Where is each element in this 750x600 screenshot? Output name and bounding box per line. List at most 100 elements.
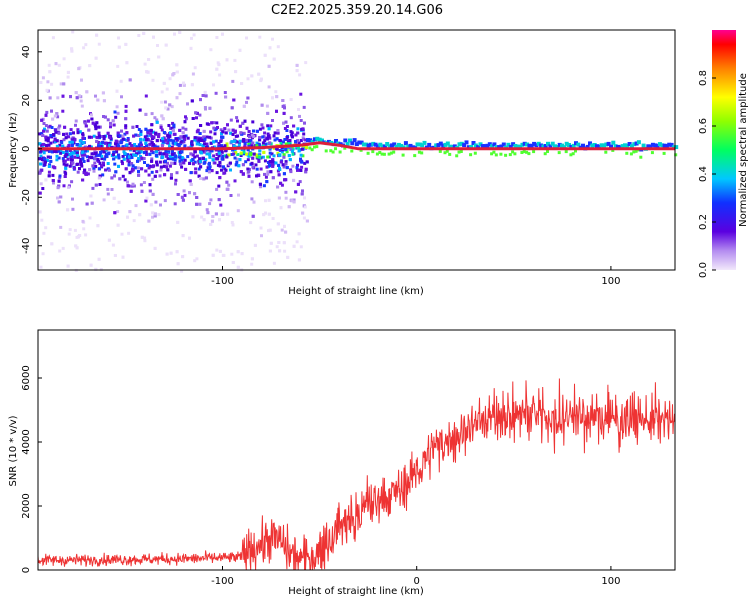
- spectrogram-cell: [94, 267, 98, 271]
- spectrogram-cell: [525, 142, 530, 147]
- spectrogram-cell: [88, 155, 91, 159]
- spectrogram-cell: [44, 160, 47, 164]
- spectrogram-cell: [159, 125, 163, 129]
- spectrogram-cell: [77, 235, 80, 239]
- spectrogram-cell: [155, 139, 159, 143]
- spectrogram-cell: [209, 223, 213, 226]
- spectrogram-cell: [249, 152, 253, 156]
- spectrogram-cell: [297, 141, 301, 145]
- spectrogram-cell: [62, 82, 66, 86]
- spectrogram-cell: [57, 126, 61, 130]
- spectrogram-cell: [98, 136, 102, 140]
- spectrogram-cell: [151, 215, 154, 219]
- spectrogram-cell: [221, 212, 225, 216]
- spectrogram-cell: [148, 142, 152, 146]
- spectrogram-cell: [123, 178, 127, 182]
- spectrogram-cell: [97, 141, 101, 144]
- spectrogram-cell: [201, 149, 205, 153]
- spectrogram-cell: [69, 158, 73, 162]
- spectrogram-cell: [290, 135, 294, 139]
- spectrogram-cell: [385, 142, 390, 146]
- spectrogram-cell: [81, 178, 85, 182]
- spectrogram-cell: [164, 159, 167, 163]
- spectrogram-cell: [445, 149, 449, 153]
- spectrogram-cell: [197, 174, 201, 178]
- spectrogram-cell: [55, 112, 59, 116]
- spectrogram-cell: [261, 155, 265, 159]
- spectrogram-cell: [173, 32, 176, 36]
- spectrogram-cell: [204, 107, 207, 111]
- spectrogram-cell: [162, 164, 166, 168]
- spectrogram-cell: [288, 158, 292, 162]
- spectrogram-cell: [158, 152, 162, 155]
- spectrogram-cell: [279, 141, 283, 145]
- spectrogram-cell: [159, 165, 163, 169]
- spectrogram-cell: [632, 150, 636, 154]
- spectrogram-cell: [620, 144, 625, 149]
- spectrogram-cell: [231, 128, 235, 132]
- spectrogram-cell: [674, 153, 678, 157]
- spectrogram-cell: [132, 149, 136, 153]
- spectrogram-cell: [171, 150, 174, 154]
- spectrogram-cell: [313, 137, 317, 142]
- spectrogram-cell: [162, 81, 166, 85]
- spectrogram-cell: [184, 115, 187, 119]
- spectrogram-cell: [204, 158, 208, 162]
- spectrogram-cell: [184, 134, 188, 138]
- spectrogram-cell: [128, 171, 132, 175]
- spectrogram-cell: [265, 165, 269, 169]
- x-tick-label: 100: [601, 576, 620, 587]
- spectrogram-cell: [242, 131, 246, 135]
- spectrogram-cell: [45, 159, 49, 162]
- spectrogram-cell: [66, 70, 70, 74]
- spectrogram-cell: [272, 57, 276, 61]
- spectrogram-cell: [53, 140, 57, 144]
- spectrogram-cell: [195, 196, 199, 199]
- spectrogram-cell: [51, 165, 55, 169]
- spectrogram-cell: [94, 183, 98, 187]
- spectrogram-cell: [189, 152, 193, 156]
- spectrogram-cell: [168, 103, 172, 107]
- y-tick-label: 20: [21, 94, 32, 107]
- spectrogram-cell: [56, 186, 60, 190]
- spectrogram-cell: [508, 144, 513, 149]
- spectrogram-cell: [119, 79, 123, 83]
- spectrogram-cell: [168, 77, 172, 81]
- spectrogram-cell: [285, 137, 289, 141]
- spectrogram-cell: [61, 144, 65, 148]
- spectrogram-cell: [190, 36, 193, 40]
- spectrogram-cell: [181, 126, 185, 130]
- spectrogram-cell: [151, 78, 155, 82]
- spectrogram-cell: [115, 145, 119, 149]
- spectrogram-cell: [107, 168, 111, 172]
- spectrogram-cell: [132, 153, 136, 157]
- spectrogram-cell: [44, 135, 48, 139]
- spectrogram-cell: [616, 144, 620, 149]
- spectrogram-cell: [217, 151, 221, 155]
- spectrogram-cell: [121, 155, 125, 158]
- spectrogram-cell: [494, 145, 499, 150]
- spectrogram-cell: [65, 154, 69, 158]
- spectrogram-cell: [98, 174, 102, 178]
- spectrogram-cell: [313, 145, 316, 149]
- spectrogram-cell: [198, 157, 202, 161]
- spectrogram-cell: [97, 42, 101, 46]
- spectrogram-cell: [188, 236, 191, 240]
- spectrogram-cell: [150, 135, 154, 139]
- spectrogram-cell: [124, 167, 128, 171]
- spectrogram-cell: [234, 134, 238, 138]
- spectrogram-cell: [571, 152, 575, 156]
- spectrogram-cell: [289, 130, 293, 134]
- spectrogram-cell: [255, 129, 259, 133]
- spectrogram-cell: [543, 152, 547, 156]
- spectrogram-cell: [275, 137, 279, 141]
- spectrogram-cell: [401, 153, 405, 157]
- spectrogram-cell: [250, 257, 254, 261]
- spectrogram-cell: [81, 132, 85, 136]
- spectrogram-cell: [110, 176, 114, 180]
- spectrogram-cell: [305, 219, 309, 223]
- spectrogram-cell: [39, 81, 43, 84]
- spectrogram-cell: [67, 144, 71, 148]
- spectrogram-cell: [473, 151, 477, 155]
- spectrogram-cell: [271, 96, 274, 100]
